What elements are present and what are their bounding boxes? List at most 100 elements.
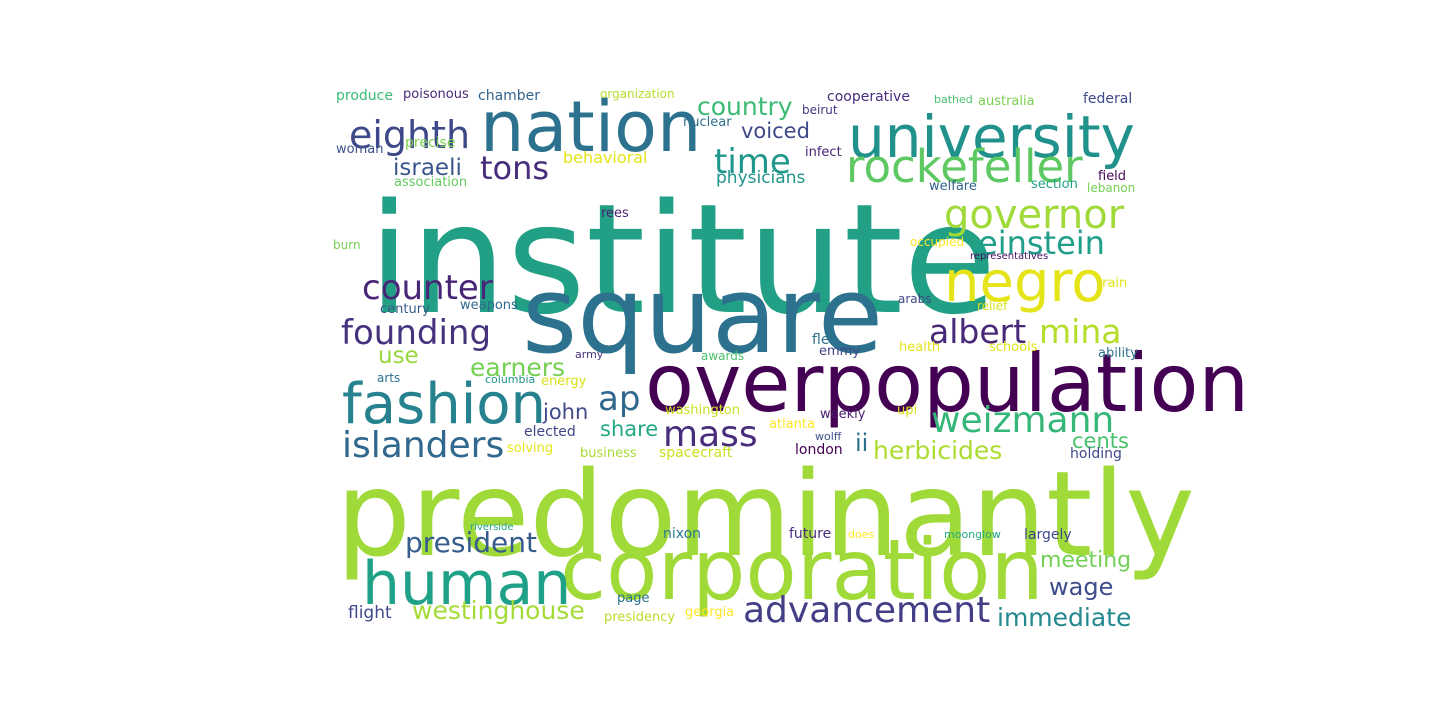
word-produce: produce (336, 88, 393, 105)
word-ap: ap (598, 379, 641, 420)
word-nuclear: nuclear (683, 115, 732, 131)
word-cents: cents (1072, 429, 1129, 454)
word-section: section (1031, 177, 1078, 193)
word-rees: rees (601, 206, 629, 222)
word-moonglow: moonglow (944, 527, 1001, 541)
word-health: health (899, 340, 941, 356)
word-mass: mass (663, 413, 758, 455)
word-burn: burn (333, 237, 361, 252)
word-john: john (543, 400, 589, 425)
word-train: train (1097, 276, 1128, 292)
word-relief: relief (977, 298, 1008, 313)
word-share: share (600, 417, 659, 442)
word-advancement: advancement (743, 589, 991, 631)
word-eighth: eighth (349, 113, 471, 158)
word-overpopulation: overpopulation (645, 337, 1250, 431)
word-weizmann: weizmann (931, 399, 1115, 441)
word-nation: nation (480, 85, 702, 168)
word-weapons: weapons (460, 298, 518, 314)
word-london: london (795, 442, 843, 459)
word-page: page (617, 591, 650, 607)
word-business: business (580, 446, 637, 462)
word-corporation: corporation (560, 521, 1044, 620)
word-lebanon: lebanon (1087, 180, 1136, 195)
word-army: army (575, 347, 604, 361)
word-use: use (378, 342, 419, 369)
word-ability: ability (1098, 346, 1138, 362)
word-awards: awards (701, 348, 745, 363)
word-does: does (848, 527, 875, 541)
word-beirut: beirut (802, 102, 838, 117)
word-founding: founding (341, 313, 492, 354)
word-welfare: welfare (929, 179, 977, 195)
word-organization: organization (600, 86, 675, 101)
word-representatives: representatives (970, 251, 1049, 263)
word-westinghouse: westinghouse (412, 596, 585, 625)
word-physicians: physicians (716, 168, 806, 189)
word-behavioral: behavioral (563, 147, 648, 167)
word-federal: federal (1083, 91, 1133, 108)
word-wolff: wolff (815, 429, 842, 443)
word-square: square (522, 254, 884, 378)
word-voiced: voiced (741, 119, 810, 144)
word-upi: upi (897, 403, 918, 419)
word-albert: albert (929, 311, 1027, 351)
word-bathed: bathed (934, 92, 973, 106)
word-wage: wage (1049, 572, 1114, 601)
word-fashion: fashion (342, 372, 547, 438)
word-governor: governor (944, 191, 1125, 238)
word-presidency: presidency (604, 610, 676, 626)
word-energy: energy (541, 374, 587, 390)
word-occupied: occupied (910, 234, 965, 249)
word-human: human (362, 549, 572, 620)
word-association: association (394, 175, 468, 191)
word-flight: flight (348, 603, 392, 624)
word-earners: earners (470, 353, 566, 382)
word-precise: precise (405, 135, 456, 152)
word-chamber: chamber (478, 88, 541, 105)
word-century: century (380, 302, 430, 318)
word-time: time (714, 142, 791, 183)
word-washington: washington (665, 403, 741, 419)
word-institute: institute (368, 171, 997, 349)
word-ii: ii (855, 428, 869, 457)
word-immediate: immediate (997, 603, 1132, 632)
word-future: future (789, 526, 832, 543)
word-schools: schools (989, 340, 1038, 356)
word-rockefeller: rockefeller (846, 139, 1083, 193)
word-predominantly: predominantly (336, 445, 1196, 584)
word-counter: counter (362, 268, 493, 309)
word-cooperative: cooperative (827, 89, 910, 106)
word-arabs: arabs (898, 291, 932, 306)
word-poisonous: poisonous (403, 87, 469, 103)
word-field: field (1098, 169, 1127, 185)
word-arts: arts (377, 370, 401, 385)
word-georgia: georgia (685, 605, 735, 621)
word-riverside: riverside (470, 522, 514, 534)
word-israeli: israeli (393, 154, 462, 181)
word-holding: holding (1070, 446, 1122, 463)
word-nixon: nixon (663, 526, 702, 543)
word-infect: infect (805, 145, 842, 161)
word-country: country (697, 92, 793, 121)
word-columbia: columbia (485, 372, 536, 386)
word-emmy: emmy (819, 344, 861, 360)
word-president: president (405, 525, 537, 559)
word-tons: tons (480, 148, 550, 187)
word-elected: elected (524, 424, 576, 441)
word-australia: australia (978, 94, 1035, 110)
word-mina: mina (1039, 311, 1122, 351)
word-atlanta: atlanta (769, 417, 815, 433)
word-negro: negro (944, 250, 1106, 316)
word-spacecraft: spacecraft (659, 445, 733, 462)
word-islanders: islanders (342, 424, 505, 466)
word-university: university (848, 102, 1135, 171)
word-flea: flea (812, 332, 839, 349)
word-herbicides: herbicides (873, 436, 1003, 465)
word-solving: solving (507, 441, 554, 457)
word-einstein: einstein (978, 223, 1105, 262)
word-largely: largely (1024, 527, 1072, 544)
word-meeting: meeting (1040, 548, 1132, 574)
word-weekly: weekly (820, 407, 866, 423)
